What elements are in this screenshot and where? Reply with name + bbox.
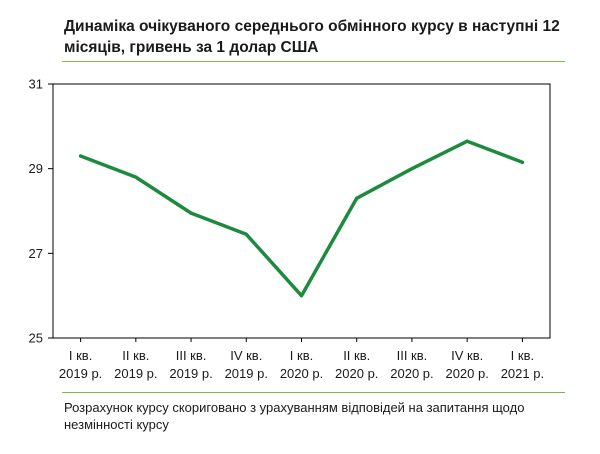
y-axis-ticks: 25 27 29 31 [29,77,53,346]
x-tick-label-quarter: I кв. [69,348,92,363]
data-point [299,294,304,298]
y-tick-label: 31 [29,77,43,92]
x-tick-label-quarter: IV кв. [451,348,483,363]
x-tick-label-year: 2019 р. [59,366,102,381]
data-point [410,167,414,171]
data-point [244,232,248,236]
x-tick-label-year: 2020 р. [280,366,323,381]
data-point [189,211,193,215]
chart-title: Динаміка очікуваного середнього обмінног… [64,18,560,56]
plot-frame [52,83,551,339]
data-point [79,154,83,158]
data-point [520,160,524,164]
data-point [355,196,359,200]
title-divider [62,61,565,62]
x-tick-label-year: 2021 р. [501,366,544,381]
x-tick-label-quarter: II кв. [343,348,370,363]
x-tick-label-quarter: III кв. [397,348,428,363]
y-tick-label: 29 [29,161,43,176]
x-tick-label-year: 2020 р. [445,366,488,381]
series-line [78,139,525,298]
x-tick-label-quarter: I кв. [290,348,313,363]
x-tick-label-quarter: I кв. [511,348,534,363]
x-tick-label-year: 2019 р. [114,366,157,381]
chart-note: Розрахунок курсу скориговано з урахуванн… [64,400,525,432]
x-tick-label-year: 2020 р. [390,366,433,381]
x-tick-label-year: 2020 р. [335,366,378,381]
x-axis-ticks: I кв. 2019 р. II кв. 2019 р. III кв. 2019 р. I… [59,338,544,381]
y-tick-label: 25 [29,331,43,346]
x-tick-label-quarter: IV кв. [230,348,262,363]
x-tick-label-year: 2019 р. [225,366,268,381]
x-tick-label-year: 2019 р. [169,366,212,381]
x-tick-label-quarter: III кв. [176,348,207,363]
data-point [465,139,469,143]
data-point [134,175,138,179]
note-divider [62,392,565,393]
x-tick-label-quarter: II кв. [122,348,149,363]
series-layer [78,139,525,298]
y-tick-label: 27 [29,246,43,261]
